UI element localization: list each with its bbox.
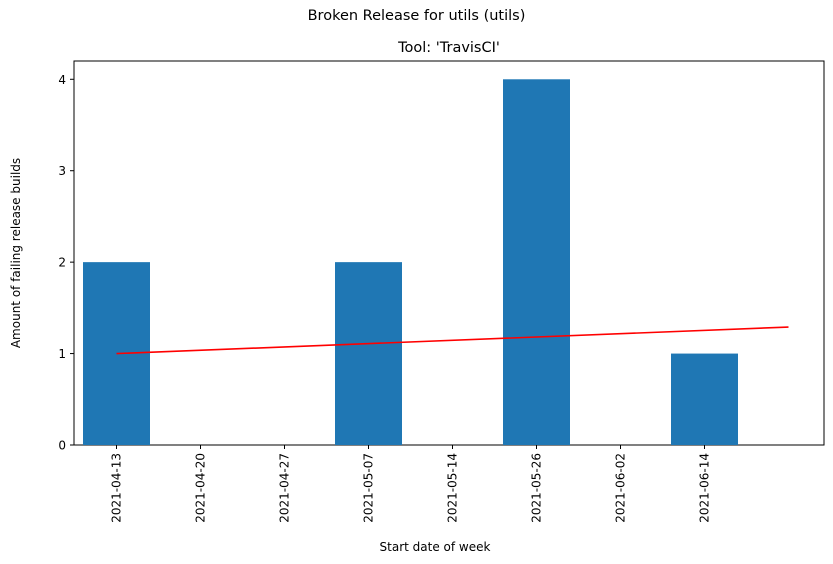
y-tick-label: 2 (58, 256, 66, 270)
chart-title: Tool: 'TravisCI' (397, 40, 500, 56)
bar (671, 353, 738, 445)
x-tick-label: 2021-06-14 (698, 453, 712, 523)
figure-suptitle: Broken Release for utils (utils) (307, 8, 526, 24)
x-tick-label: 2021-05-14 (446, 453, 460, 523)
y-tick-label: 0 (58, 439, 66, 453)
x-tick-label: 2021-05-07 (362, 453, 376, 523)
x-tick-label: 2021-04-27 (278, 453, 292, 523)
y-tick-label: 4 (58, 73, 66, 87)
plot-area-frame (73, 60, 825, 446)
y-tick-label: 3 (58, 164, 66, 178)
x-tick-label: 2021-06-02 (614, 453, 628, 523)
bar (503, 79, 570, 446)
x-tick-label: 2021-04-20 (194, 453, 208, 523)
x-tick-label: 2021-05-26 (530, 453, 544, 523)
trend-line (116, 326, 789, 355)
y-axis-label: Amount of failing release builds (9, 158, 23, 348)
y-tick-label: 1 (58, 347, 66, 361)
bar (335, 262, 402, 445)
x-tick-label: 2021-04-13 (110, 453, 124, 523)
x-axis-label: Start date of week (380, 540, 491, 554)
